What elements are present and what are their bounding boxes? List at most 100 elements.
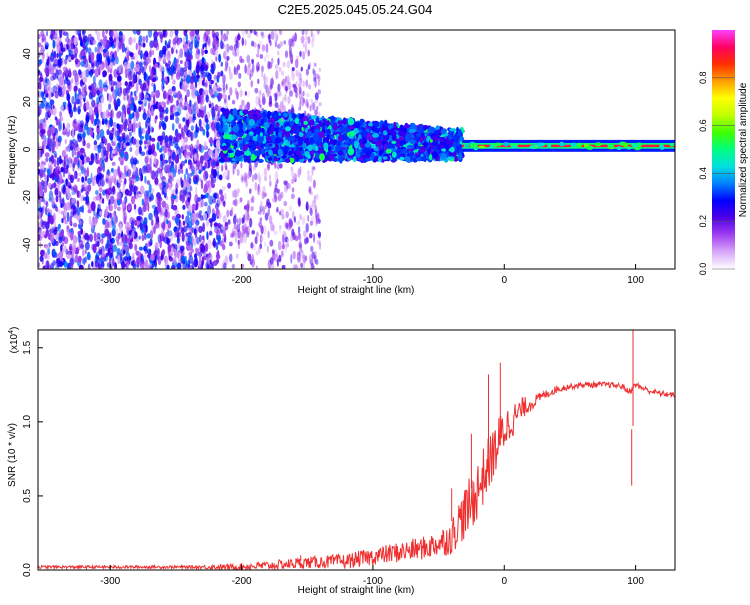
spectrogram-noise-mark bbox=[61, 242, 64, 247]
spectrogram-noise-mark bbox=[137, 146, 140, 154]
spectrogram-noise-mark bbox=[215, 56, 218, 62]
spectrogram-noise-mark bbox=[206, 129, 209, 138]
spectrogram-sparse-mark bbox=[244, 64, 247, 74]
spectrogram-noise-mark bbox=[110, 110, 113, 119]
spectrogram-noise-mark bbox=[127, 99, 131, 107]
spectrogram-noise-mark bbox=[119, 136, 123, 143]
spectrogram-sparse-mark bbox=[221, 164, 224, 172]
spectrogram-noise-mark bbox=[205, 219, 210, 227]
spectrogram-sparse-mark bbox=[316, 106, 319, 111]
spectrogram-noise-mark bbox=[158, 50, 163, 58]
spectrogram-sparse-mark bbox=[239, 197, 243, 203]
spectrogram-noise-mark bbox=[38, 109, 41, 118]
spectrogram-noise-mark bbox=[181, 84, 186, 91]
spectrogram-noise-mark bbox=[128, 36, 133, 46]
spectrogram-sparse-mark bbox=[271, 57, 274, 64]
spectrogram-noise-mark bbox=[174, 30, 179, 36]
spectrogram-noise-mark bbox=[189, 99, 192, 108]
spectrogram-noise-mark bbox=[220, 70, 224, 77]
spectrogram-noise-mark bbox=[120, 150, 125, 159]
spectrogram-noise-mark bbox=[208, 149, 213, 157]
spectrogram-noise-mark bbox=[83, 168, 87, 173]
spectrogram-noise-mark bbox=[194, 30, 200, 35]
spectrogram-noise-mark bbox=[38, 142, 41, 147]
spectrogram-sparse-mark bbox=[222, 92, 226, 100]
spectrogram-noise-mark bbox=[70, 231, 74, 241]
spectrogram-noise-mark bbox=[179, 60, 183, 64]
spectrogram-sparse-mark bbox=[302, 90, 305, 97]
spectrogram-noise-mark bbox=[57, 209, 62, 214]
spectrogram-noise-mark bbox=[145, 88, 149, 95]
spectrogram-sparse-mark bbox=[286, 75, 290, 85]
spectrogram-noise-mark bbox=[154, 63, 159, 68]
spectrogram-noise-mark bbox=[39, 85, 42, 90]
spectrogram-noise-mark bbox=[181, 169, 184, 175]
spectrogram-sparse-mark bbox=[276, 258, 279, 267]
spectrogram-noise-mark bbox=[193, 179, 198, 185]
spectrogram-sparse-mark bbox=[229, 72, 233, 80]
spectrogram-noise-mark bbox=[168, 154, 172, 165]
spectrogram-sparse-mark bbox=[236, 218, 239, 224]
spectrogram-noise-mark bbox=[96, 127, 101, 133]
spectrogram-sparse-mark bbox=[256, 64, 259, 73]
spectrogram-noise-mark bbox=[41, 170, 46, 177]
spectrogram-noise-mark bbox=[95, 254, 99, 260]
spectrogram-noise-mark bbox=[159, 120, 162, 129]
spectrogram-noise-mark bbox=[188, 251, 193, 257]
spectrogram-noise-mark bbox=[163, 187, 168, 194]
spectrogram-noise-mark bbox=[176, 99, 179, 107]
spectrogram-noise-mark bbox=[215, 139, 221, 149]
spectrogram-noise-mark bbox=[41, 55, 44, 64]
spectrogram-noise-mark bbox=[54, 90, 59, 99]
spectrogram-noise-mark bbox=[81, 70, 87, 80]
spectrogram-noise-mark bbox=[55, 166, 58, 175]
spectrogram-noise-mark bbox=[73, 118, 77, 124]
spectrogram-noise-mark bbox=[180, 145, 183, 154]
spectrogram-noise-mark bbox=[60, 41, 63, 52]
spectrogram-noise-mark bbox=[174, 243, 178, 250]
spectrogram-sparse-mark bbox=[283, 40, 286, 45]
spectrogram-noise-mark bbox=[182, 220, 186, 226]
spectrogram-sparse-mark bbox=[232, 49, 236, 56]
spectrogram-noise-mark bbox=[87, 209, 92, 214]
spectrogram-noise-mark bbox=[150, 110, 154, 116]
spectrogram-noise-mark bbox=[167, 220, 172, 229]
spectrogram-noise-mark bbox=[38, 229, 42, 236]
spectrogram-noise-mark bbox=[87, 47, 92, 55]
spectrogram-sparse-mark bbox=[253, 173, 258, 181]
spectrogram-noise-mark bbox=[40, 129, 46, 134]
spectrogram-sparse-mark bbox=[251, 58, 255, 65]
spectrogram-sparse-mark bbox=[297, 83, 302, 88]
spectrogram-noise-mark bbox=[136, 256, 141, 266]
spectrogram-sparse-mark bbox=[256, 53, 260, 58]
spectrogram-sparse-mark bbox=[290, 234, 294, 242]
spectrogram-noise-mark bbox=[96, 133, 100, 141]
spectrogram-noise-mark bbox=[173, 105, 178, 111]
spectrogram-noise-mark bbox=[82, 30, 86, 35]
spectrogram-noise-mark bbox=[216, 159, 220, 166]
spectrogram-noise-mark bbox=[142, 82, 147, 92]
spectrogram-noise-mark bbox=[195, 186, 198, 195]
spectrogram-noise-mark bbox=[75, 30, 79, 36]
spectrogram-noise-mark bbox=[135, 82, 139, 93]
spectrogram-noise-mark bbox=[179, 222, 182, 230]
spectrogram-noise-mark bbox=[141, 165, 146, 174]
spectrogram-noise-mark bbox=[96, 31, 101, 41]
spectrogram-noise-mark bbox=[187, 197, 191, 203]
spectrogram-noise-mark bbox=[175, 182, 179, 192]
spectrogram-noise-mark bbox=[198, 253, 202, 261]
spectrogram-noise-mark bbox=[39, 123, 44, 130]
spectrogram-noise-mark bbox=[125, 141, 130, 147]
spectrogram-noise-mark bbox=[105, 59, 108, 69]
spectrogram-noise-mark bbox=[217, 169, 220, 180]
spectrogram-noise-mark bbox=[185, 112, 189, 120]
spectrogram-noise-mark bbox=[48, 90, 52, 100]
spectrogram-sparse-mark bbox=[221, 42, 225, 49]
spectrogram-noise-mark bbox=[182, 131, 185, 140]
spectrogram-noise-mark bbox=[189, 31, 192, 37]
spectrogram-noise-mark bbox=[71, 198, 76, 204]
spectrogram-noise-mark bbox=[144, 133, 150, 141]
spectrogram-noise-mark bbox=[128, 81, 133, 87]
spectrogram-noise-mark bbox=[38, 233, 41, 242]
spectrogram-noise-mark bbox=[113, 202, 117, 210]
